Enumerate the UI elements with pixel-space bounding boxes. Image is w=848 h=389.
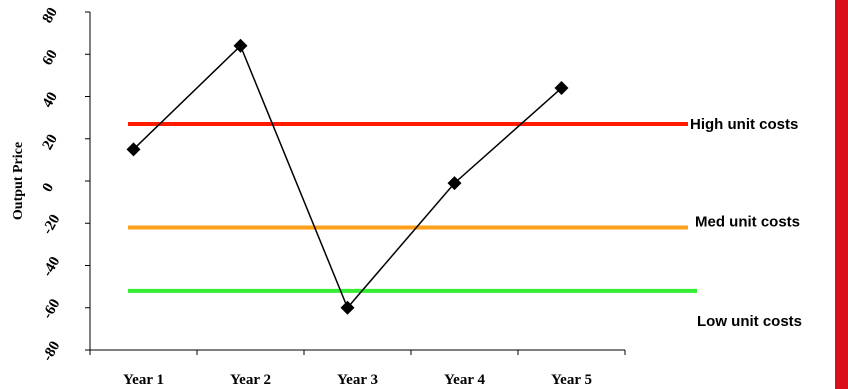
data-point-marker <box>126 142 141 157</box>
x-tick-label: Year 4 <box>444 372 485 388</box>
reference-line-label: High unit costs <box>690 116 798 133</box>
data-point-marker <box>233 38 248 53</box>
y-tick-label: 0 <box>40 181 58 195</box>
y-tick-label: 20 <box>40 132 61 153</box>
reference-line-label: Low unit costs <box>697 313 802 330</box>
y-tick-label: -80 <box>40 339 64 364</box>
reference-line-label: Med unit costs <box>695 213 800 230</box>
x-tick-label: Year 2 <box>230 372 271 388</box>
data-point-marker <box>447 176 462 191</box>
reference-lines <box>128 121 697 293</box>
y-tick-label: 60 <box>40 47 61 68</box>
labels: 80 60 40 20 0 -20 -40 -60 -80 Year 1 Year 2 Year 3 Y… <box>11 5 802 388</box>
edge-accent-bar <box>835 0 848 389</box>
data-point-marker <box>340 300 355 315</box>
series-line <box>132 44 562 310</box>
y-tick-label: 40 <box>40 90 61 111</box>
x-tick-label: Year 5 <box>551 372 592 388</box>
y-tick-label: -60 <box>40 296 64 321</box>
x-tick-label: Year 3 <box>337 372 378 388</box>
series <box>126 38 569 315</box>
y-axis-title: Output Price <box>11 142 26 220</box>
axes <box>85 11 626 355</box>
data-point-marker <box>554 81 569 96</box>
y-tick-label: -20 <box>40 212 64 237</box>
x-tick-label: Year 1 <box>123 372 164 388</box>
y-tick-label: 80 <box>40 5 61 26</box>
y-tick-label: -40 <box>40 254 64 279</box>
